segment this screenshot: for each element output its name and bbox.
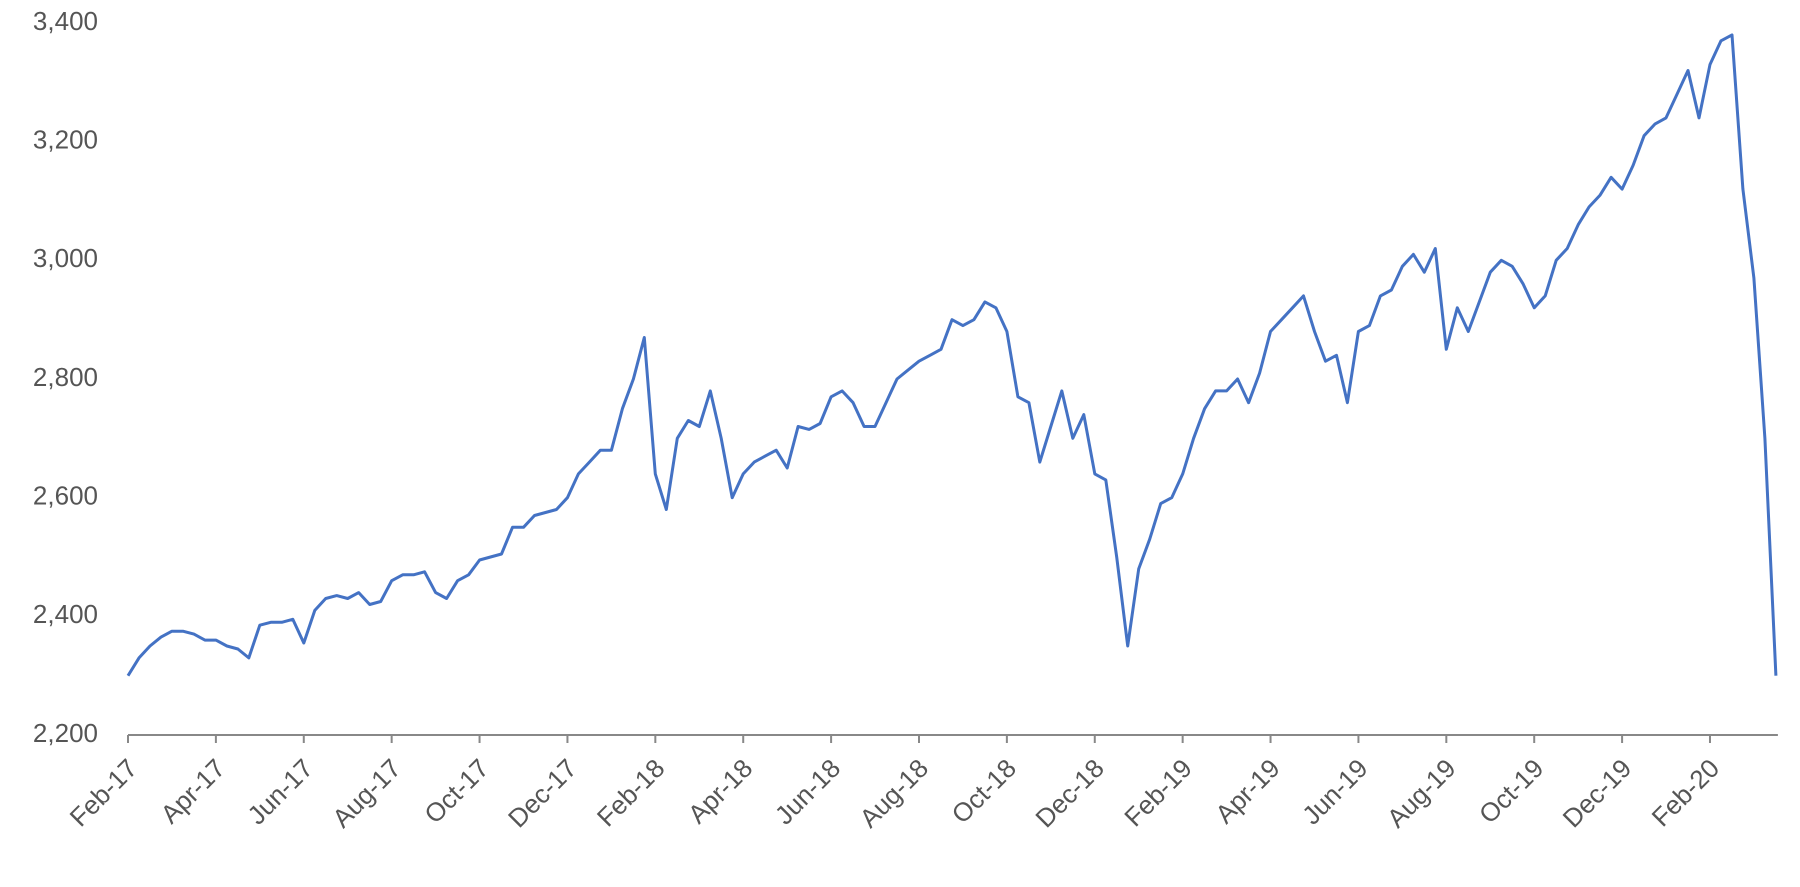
y-tick-label: 2,800: [33, 362, 98, 392]
y-tick-label: 3,000: [33, 243, 98, 273]
x-tick-label: Feb-20: [1646, 753, 1725, 832]
x-tick-label: Jun-18: [769, 753, 846, 830]
x-tick-label: Jun-19: [1296, 753, 1373, 830]
x-tick-label: Feb-19: [1118, 753, 1197, 832]
y-tick-label: 3,400: [33, 6, 98, 36]
x-tick-label: Jun-17: [241, 753, 318, 830]
x-tick-label: Apr-17: [155, 753, 231, 829]
x-tick-label: Dec-19: [1557, 753, 1637, 833]
x-tick-label: Aug-19: [1381, 753, 1461, 833]
x-tick-label: Oct-19: [1473, 753, 1549, 829]
x-tick-label: Aug-18: [854, 753, 934, 833]
line: [126, 33, 1778, 677]
x-tick-label: Aug-17: [326, 753, 406, 833]
x-tick-label: Dec-17: [502, 753, 582, 833]
y-tick-label: 2,200: [33, 718, 98, 748]
x-tick-label: Feb-17: [64, 753, 143, 832]
x-tick-label: Oct-18: [946, 753, 1022, 829]
x-tick-label: Apr-19: [1209, 753, 1285, 829]
x-tick-label: Apr-18: [682, 753, 758, 829]
y-tick-label: 3,200: [33, 125, 98, 155]
x-tick-label: Dec-18: [1029, 753, 1109, 833]
x-tick-label: Oct-17: [418, 753, 494, 829]
y-tick-label: 2,600: [33, 481, 98, 511]
y-tick-label: 2,400: [33, 599, 98, 629]
x-tick-label: Feb-18: [591, 753, 670, 832]
